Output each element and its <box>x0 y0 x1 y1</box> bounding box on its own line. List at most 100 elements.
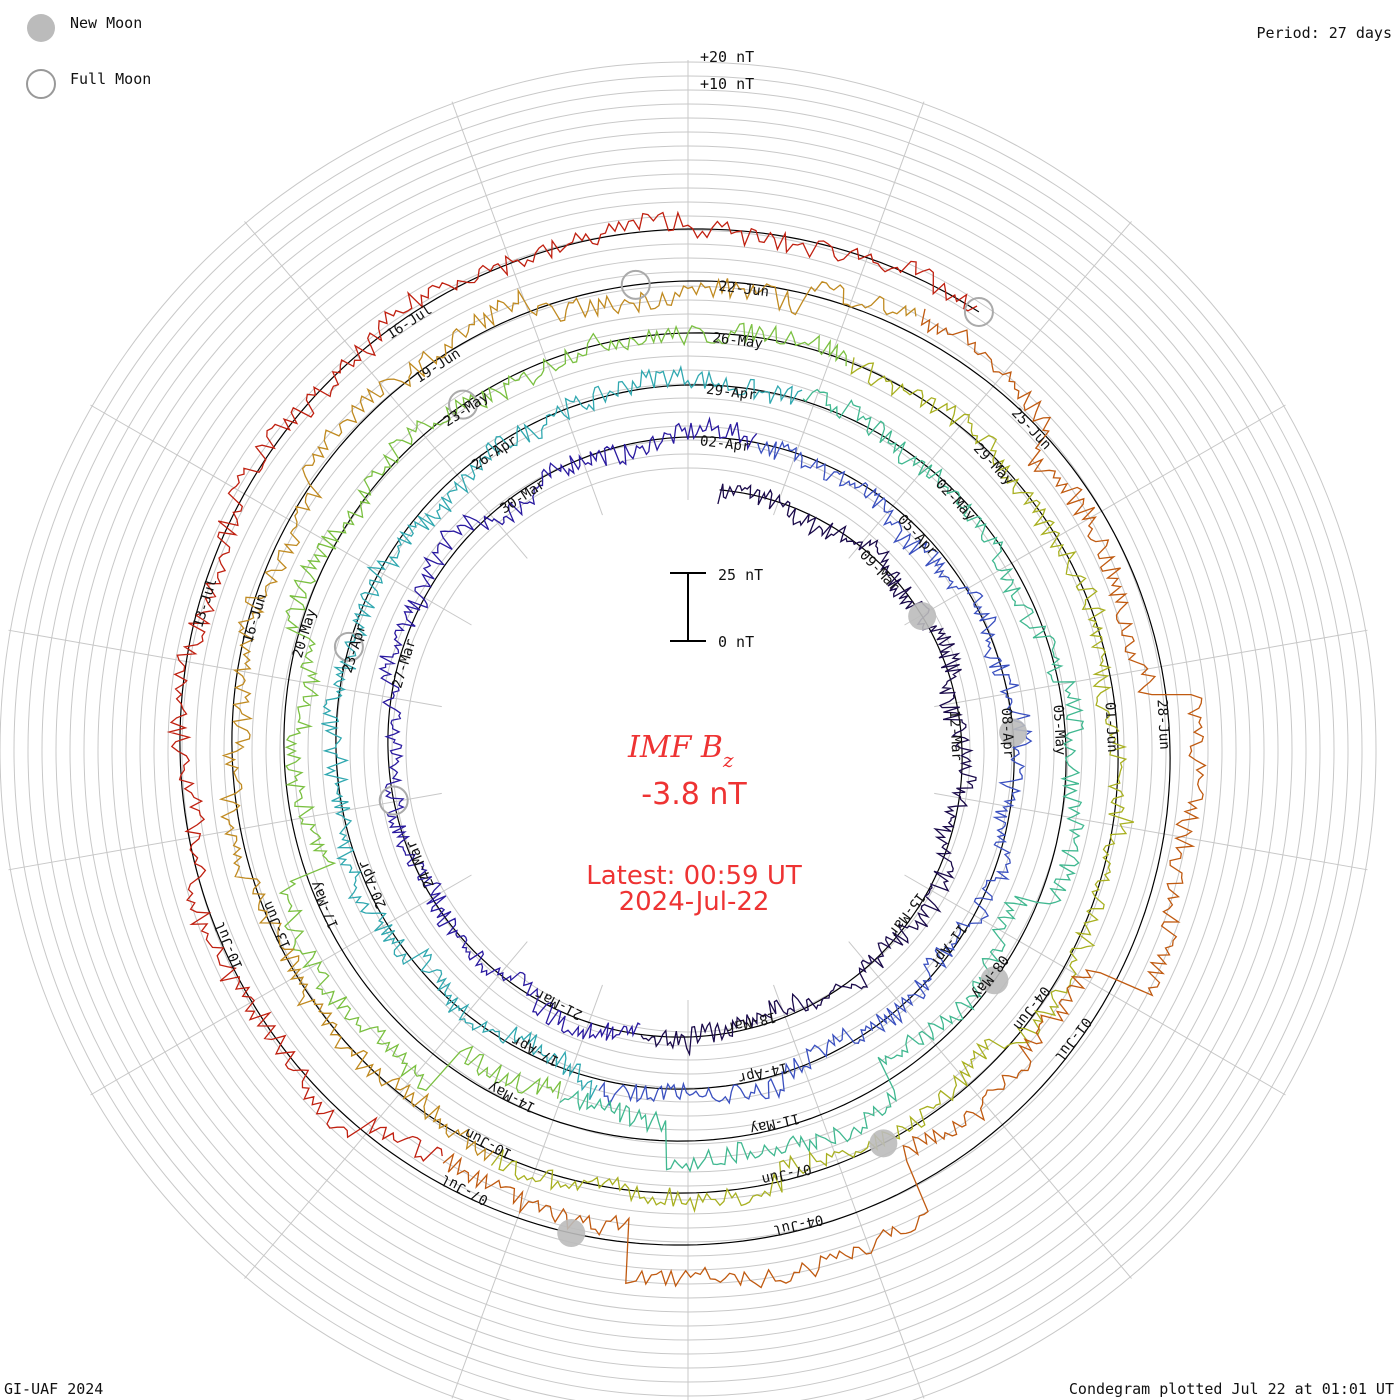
radial-spoke <box>934 629 1368 708</box>
full-moon-legend-icon <box>26 69 56 99</box>
center-latest: Latest: 00:59 UT <box>586 861 802 891</box>
date-label: 14-Apr <box>736 1059 789 1086</box>
date-label: 29-Apr <box>705 382 757 404</box>
grid-circle <box>97 159 1279 1341</box>
grid-circle <box>181 243 1195 1257</box>
bz-trace-segment <box>166 210 978 1162</box>
date-label: 20-May <box>290 607 320 660</box>
date-label: 28-Jun <box>1154 699 1173 750</box>
new-moon-marker <box>557 1219 586 1248</box>
radial-spoke <box>848 221 1132 559</box>
grid-circle <box>153 215 1223 1285</box>
date-label: 16-Jun <box>240 592 270 645</box>
moon-markers <box>333 269 1028 1248</box>
footer-credit: GI-UAF 2024 <box>4 1380 103 1398</box>
new-moon-legend-icon <box>27 14 55 42</box>
center-readout: IMF Bz -3.8 nT Latest: 00:59 UT 2024-Jul… <box>586 730 802 917</box>
radial-spoke <box>90 404 472 626</box>
date-label: 24-Mar <box>403 838 438 891</box>
full-moon-marker <box>333 631 364 662</box>
center-date: 2024-Jul-22 <box>619 887 770 917</box>
radial-spoke <box>904 874 1286 1096</box>
grid-circle <box>139 201 1237 1299</box>
grid-circle <box>0 61 1377 1400</box>
radial-spoke <box>244 941 528 1279</box>
bz-trace-segment <box>490 357 1135 1214</box>
date-label: 02-Apr <box>699 433 751 455</box>
grid-circle <box>13 75 1363 1400</box>
radial-spoke <box>244 221 528 559</box>
grid-circle <box>363 425 1013 1075</box>
date-label: 10-Jul <box>212 919 247 972</box>
date-label: 11-May <box>748 1110 801 1137</box>
grid-circle <box>251 313 1125 1187</box>
full-moon-marker <box>448 389 479 420</box>
bz-trace-segment <box>321 364 803 1100</box>
grid-circle <box>27 89 1349 1400</box>
grid-circle <box>195 257 1181 1243</box>
bz-trace-segment <box>442 308 1207 1289</box>
new-moon-marker <box>980 966 1009 995</box>
grid-circle <box>321 383 1055 1117</box>
bz-trace-segment <box>378 416 758 1041</box>
date-label: 04-Jun <box>1010 983 1053 1033</box>
radial-spoke <box>848 941 1132 1279</box>
grid-circle <box>377 439 999 1061</box>
date-label: 22-Jun <box>718 278 770 300</box>
bz-trace-segment <box>559 388 1085 1173</box>
date-label: 21-Mar <box>533 985 585 1022</box>
bz-trace-segment <box>598 440 1033 1107</box>
full-moon-marker <box>620 269 651 300</box>
full-moon-marker <box>378 785 409 816</box>
date-label: 18-Mar <box>725 1008 778 1035</box>
grid-circle <box>111 173 1265 1327</box>
date-label: 12-Mar <box>946 710 965 761</box>
bz-trace-segment <box>218 277 917 1162</box>
period-label: Period: 27 days <box>1257 24 1392 42</box>
date-label: 08-Apr <box>998 707 1017 758</box>
grid-circle <box>209 271 1167 1229</box>
grid-circle <box>83 145 1293 1355</box>
zero-baseline-spiral <box>179 228 1171 1246</box>
ring-label-plus10: +10 nT <box>700 75 754 93</box>
date-label: 26-May <box>712 330 764 352</box>
center-title: IMF Bz <box>627 730 734 772</box>
grid-circle <box>41 103 1335 1397</box>
grid-circle <box>167 229 1209 1271</box>
grid-circle <box>279 341 1097 1159</box>
date-label: 14-May <box>486 1078 538 1115</box>
date-label: 02-May <box>932 476 978 524</box>
radial-spoke <box>451 101 603 516</box>
bz-trace-segment <box>640 483 977 1057</box>
radial-spoke <box>451 984 603 1399</box>
grid-circle <box>223 285 1153 1215</box>
radial-spoke <box>8 629 442 708</box>
grid-circle <box>349 411 1027 1089</box>
grid-circle <box>55 117 1321 1383</box>
full-moon-legend-label: Full Moon <box>70 70 151 88</box>
grid-circle <box>125 187 1251 1313</box>
center-value: -3.8 nT <box>641 777 747 812</box>
scale-bar-top-label: 25 nT <box>718 566 763 584</box>
footer-plotted: Condegram plotted Jul 22 at 01:01 UT <box>1069 1380 1394 1398</box>
center-title-subscript: z <box>722 748 734 772</box>
full-moon-marker <box>963 296 994 327</box>
new-moon-marker <box>869 1129 898 1158</box>
grid-circle <box>307 369 1069 1131</box>
ring-label-plus20: +20 nT <box>700 48 754 66</box>
grid-circle <box>265 327 1111 1173</box>
center-title-text: IMF B <box>627 730 723 765</box>
new-moon-legend-label: New Moon <box>70 14 142 32</box>
radial-spoke <box>8 792 442 871</box>
date-label: 07-Jul <box>439 1171 491 1208</box>
radial-spoke <box>773 984 925 1399</box>
scale-bar: 25 nT 0 nT <box>670 566 763 651</box>
trace-layer <box>166 210 1207 1289</box>
date-label: 05-May <box>1050 704 1069 755</box>
grid-circle <box>69 131 1307 1369</box>
radial-spoke <box>773 101 925 516</box>
date-label: 05-Apr <box>894 512 940 560</box>
grid-layer <box>0 60 1377 1400</box>
bz-trace-segment <box>278 322 847 1099</box>
